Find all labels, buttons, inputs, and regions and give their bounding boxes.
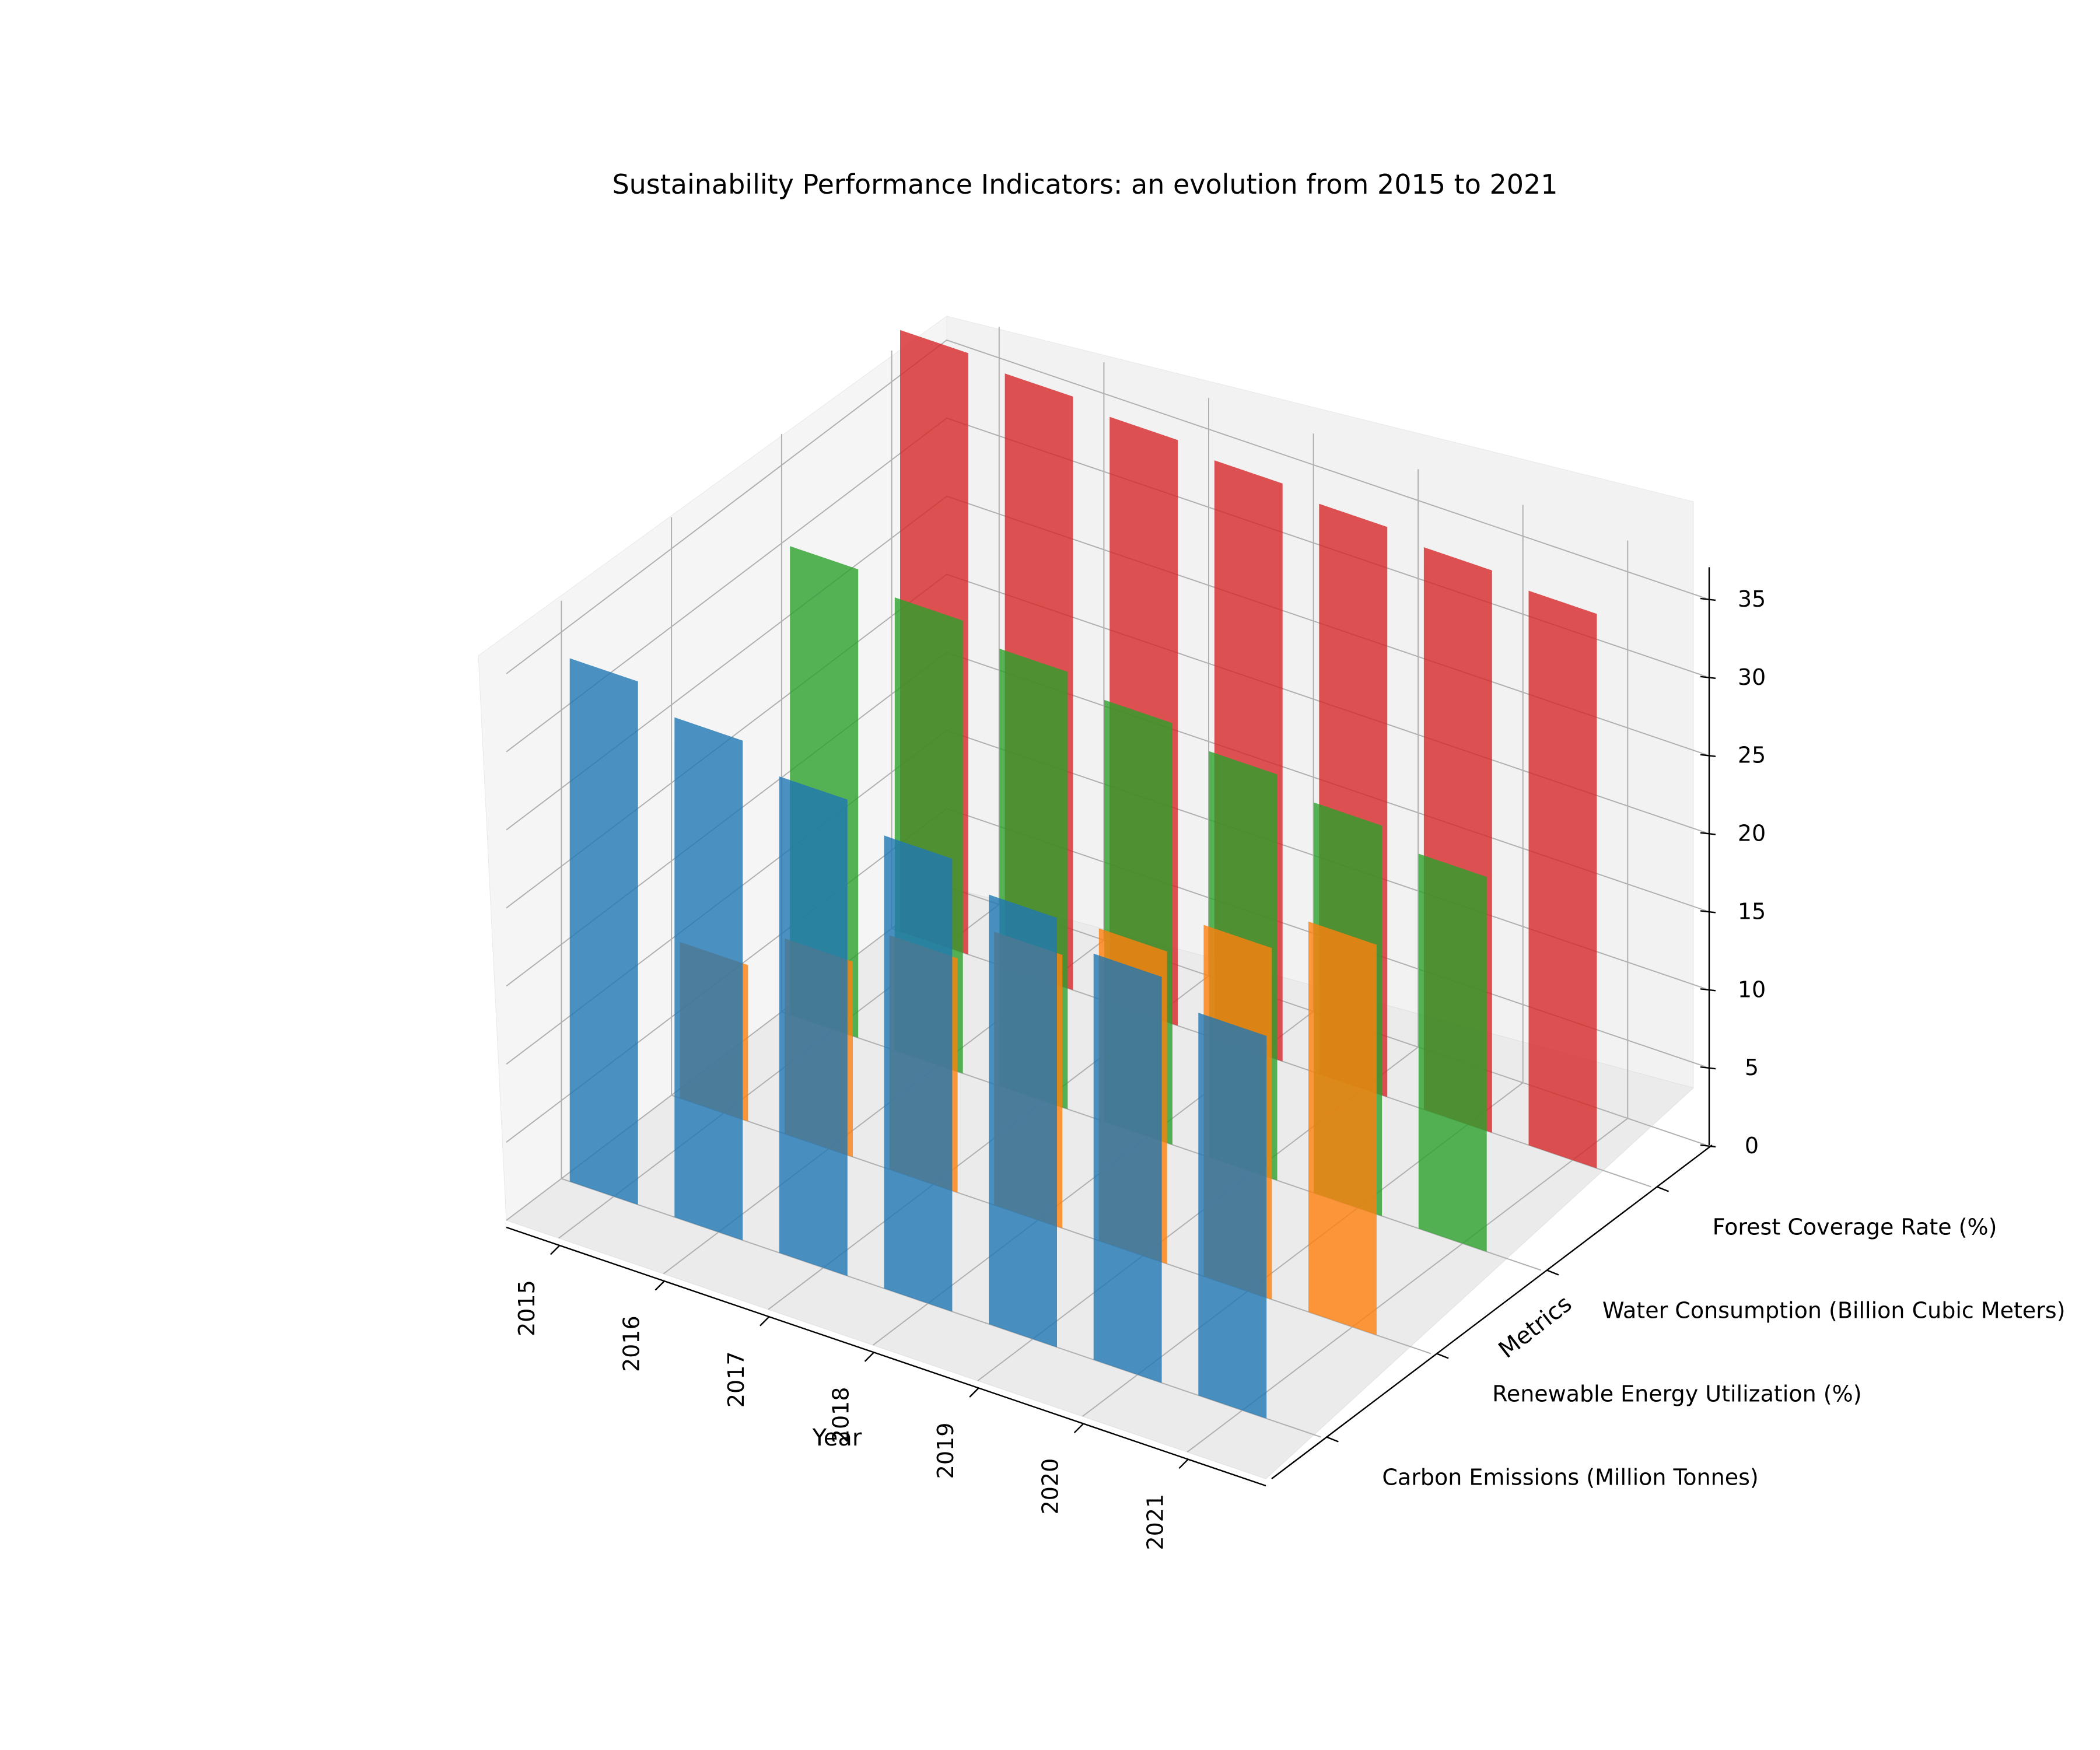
z-tick-mark: [1700, 754, 1716, 757]
x-tick-label: 2021: [1142, 1494, 1168, 1550]
x-tick-mark: [864, 1352, 875, 1362]
z-tick-mark: [1700, 988, 1716, 992]
bar-carbon-emissions-million-tonnes--2015: [569, 658, 638, 1205]
z-tick-label: 5: [1745, 1055, 1759, 1080]
x-tick-label: 2015: [514, 1280, 540, 1336]
bars: [569, 330, 1597, 1419]
bar-carbon-emissions-million-tonnes--2020: [1093, 953, 1162, 1383]
x-tick-mark: [760, 1315, 770, 1326]
x-tick-label: 2018: [828, 1387, 854, 1444]
bar-carbon-emissions-million-tonnes--2019: [989, 894, 1057, 1348]
bar-carbon-emissions-million-tonnes--2021: [1198, 1013, 1267, 1419]
y-tick-mark: [1326, 1436, 1339, 1443]
z-tick-label: 35: [1738, 586, 1766, 612]
x-tick-label: 2016: [618, 1315, 644, 1372]
bar-carbon-emissions-million-tonnes--2016: [674, 717, 743, 1241]
z-tick-label: 0: [1745, 1133, 1759, 1158]
bar-water-consumption-billion-cubic-meters--2021: [1418, 853, 1487, 1252]
z-tick-mark: [1700, 597, 1716, 601]
z-tick-mark: [1700, 1144, 1716, 1148]
bar-carbon-emissions-million-tonnes--2017: [779, 776, 848, 1276]
z-tick-mark: [1700, 832, 1716, 835]
z-tick-label: 30: [1738, 664, 1766, 690]
x-tick-label: 2020: [1038, 1458, 1063, 1515]
chart-title: Sustainability Performance Indicators: a…: [612, 169, 1558, 200]
bar-renewable-energy-utilization--2021: [1308, 921, 1377, 1335]
y-tick-mark: [1546, 1269, 1559, 1276]
z-tick-mark: [1700, 676, 1716, 680]
x-tick-mark: [1073, 1423, 1084, 1433]
x-tick-label: 2017: [723, 1351, 749, 1408]
x-axis-label: Year: [812, 1424, 862, 1451]
z-tick-mark: [1700, 1066, 1716, 1070]
x-tick-label: 2019: [933, 1423, 958, 1479]
bar-carbon-emissions-million-tonnes--2018: [884, 835, 953, 1312]
x-tick-mark: [550, 1244, 561, 1255]
x-axis-line: [506, 1226, 1266, 1487]
z-tick-label: 20: [1738, 821, 1766, 846]
value-grid-line: [506, 339, 1707, 674]
bar-forest-coverage-rate--2021: [1528, 590, 1597, 1168]
x-tick-mark: [969, 1387, 979, 1398]
y-axis-line: [1271, 1144, 1713, 1479]
y-tick-mark: [1436, 1353, 1449, 1359]
z-tick-label: 15: [1738, 898, 1766, 924]
pane-group: [478, 316, 1695, 1479]
y-tick-mark: [1657, 1186, 1670, 1192]
y-tick-label: Renewable Energy Utilization (%): [1492, 1381, 1861, 1407]
z-tick-mark: [1700, 910, 1716, 914]
z-tick-label: 25: [1738, 743, 1766, 768]
x-tick-mark: [1178, 1458, 1189, 1469]
y-tick-label: Water Consumption (Billion Cubic Meters): [1602, 1298, 2066, 1324]
z-tick-label: 10: [1738, 977, 1766, 1002]
x-tick-mark: [654, 1280, 666, 1291]
y-tick-label: Forest Coverage Rate (%): [1713, 1214, 1997, 1240]
y-tick-label: Carbon Emissions (Million Tonnes): [1382, 1465, 1758, 1490]
